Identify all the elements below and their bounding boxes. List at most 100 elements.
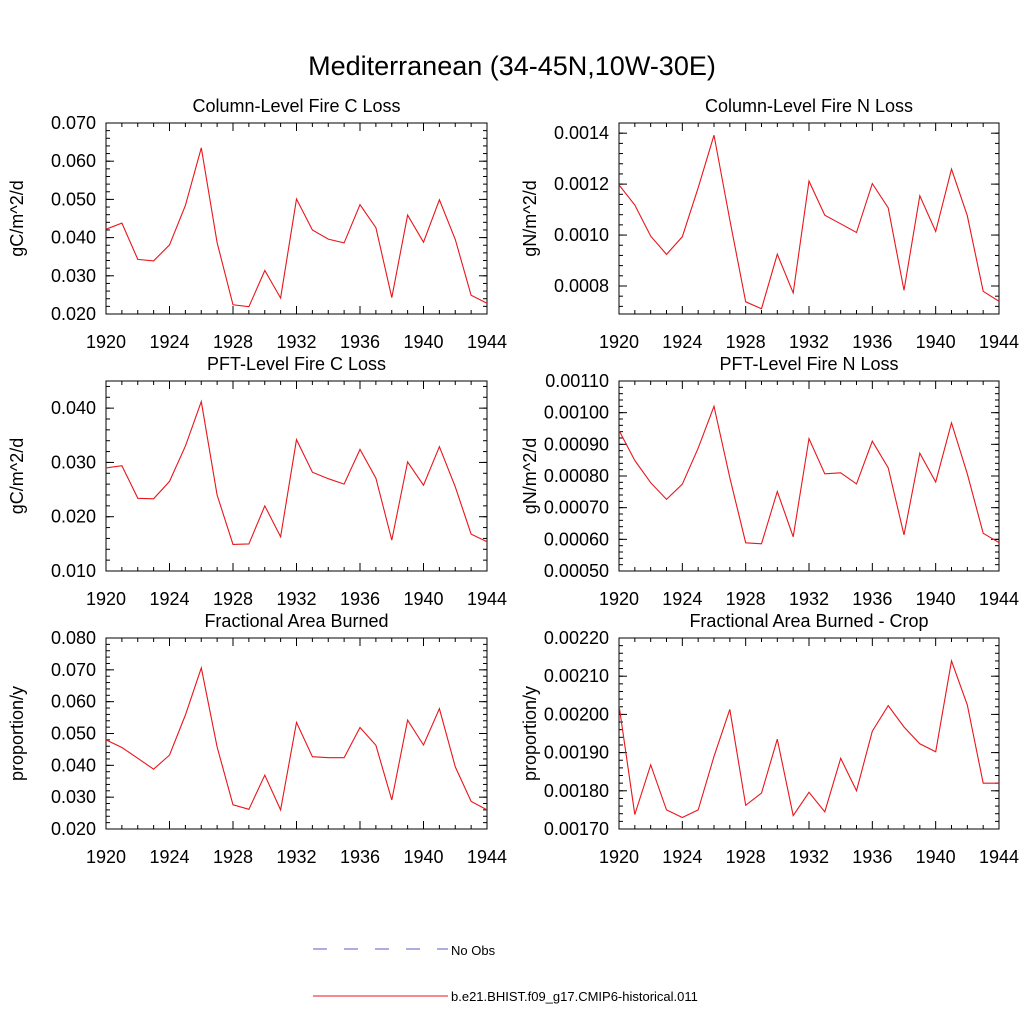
- panel-1: Column-Level Fire C Loss gC/m^2/d 1920 1924…: [7, 96, 507, 352]
- y-tick-label: 0.0010: [554, 225, 609, 245]
- series-line-1: [106, 665, 487, 812]
- y-tick-label: 0.00060: [544, 529, 609, 549]
- y-tick-label: 0.00090: [544, 434, 609, 454]
- x-tick-label: 1944: [979, 332, 1019, 352]
- x-tick-label: 1944: [467, 847, 507, 867]
- panel-title: Column-Level Fire C Loss: [192, 96, 400, 116]
- x-tick-label: 1940: [916, 847, 956, 867]
- y-tick-label: 0.080: [51, 628, 96, 648]
- x-tick-label: 1920: [599, 332, 639, 352]
- panel-title: PFT-Level Fire N Loss: [719, 354, 898, 374]
- panels: Column-Level Fire C Loss gC/m^2/d 1920 1924…: [7, 96, 1019, 867]
- plot-frame: [105, 122, 488, 315]
- panel-title: Column-Level Fire N Loss: [705, 96, 913, 116]
- plot-frame: [618, 122, 1000, 315]
- y-tick-label: 0.00210: [544, 666, 609, 686]
- series-line-1: [619, 135, 999, 310]
- y-tick-label: 0.0014: [554, 123, 609, 143]
- y-tick-label: 0.060: [51, 692, 96, 712]
- x-tick-label: 1932: [276, 332, 316, 352]
- y-tick-label: 0.050: [51, 189, 96, 209]
- plot-frame: [105, 380, 488, 572]
- y-tick-label: 0.030: [51, 787, 96, 807]
- x-tick-label: 1924: [149, 847, 189, 867]
- y-tick-label: 0.00190: [544, 743, 609, 763]
- y-tick-label: 0.00170: [544, 819, 609, 839]
- legend: No Obs b.e21.BHIST.f09_g17.CMIP6-historic…: [313, 943, 698, 1004]
- series-line-1: [619, 658, 999, 819]
- panel-4: PFT-Level Fire N Loss gN/m^2/d 1920 1924 192…: [520, 354, 1019, 609]
- y-tick-label: 0.040: [51, 755, 96, 775]
- x-tick-label: 1944: [467, 589, 507, 609]
- x-tick-label: 1924: [662, 332, 702, 352]
- x-tick-label: 1932: [276, 589, 316, 609]
- x-tick-label: 1928: [213, 332, 253, 352]
- x-tick-label: 1920: [599, 589, 639, 609]
- y-tick-label: 0.00070: [544, 498, 609, 518]
- series-line-1: [106, 399, 487, 545]
- x-tick-label: 1932: [276, 847, 316, 867]
- x-tick-label: 1920: [86, 332, 126, 352]
- y-tick-label: 0.0012: [554, 174, 609, 194]
- x-tick-label: 1936: [852, 589, 892, 609]
- x-tick-label: 1924: [662, 847, 702, 867]
- figure-title: Mediterranean (34-45N,10W-30E): [308, 51, 716, 81]
- x-tick-label: 1940: [403, 332, 443, 352]
- y-tick-label: 0.020: [51, 507, 96, 527]
- x-tick-label: 1936: [852, 332, 892, 352]
- x-tick-label: 1940: [403, 847, 443, 867]
- panel-5: Fractional Area Burned proportion/y 1920 19…: [7, 611, 507, 867]
- y-tick-label: 0.010: [51, 561, 96, 581]
- x-tick-label: 1936: [340, 332, 380, 352]
- panel-title: Fractional Area Burned - Crop: [689, 611, 928, 631]
- x-tick-label: 1924: [149, 332, 189, 352]
- x-tick-label: 1940: [916, 332, 956, 352]
- x-tick-label: 1928: [726, 847, 766, 867]
- panel-6: Fractional Area Burned - Crop proportion/…: [520, 611, 1019, 867]
- y-tick-label: 0.00220: [544, 628, 609, 648]
- y-axis-label: gC/m^2/d: [7, 438, 27, 514]
- y-tick-label: 0.070: [51, 113, 96, 133]
- x-tick-label: 1944: [979, 589, 1019, 609]
- y-tick-label: 0.020: [51, 304, 96, 324]
- panel-title: PFT-Level Fire C Loss: [207, 354, 386, 374]
- legend-label-model: b.e21.BHIST.f09_g17.CMIP6-historical.011: [451, 989, 698, 1004]
- plot-frame: [105, 637, 488, 830]
- x-tick-label: 1936: [852, 847, 892, 867]
- legend-label-no-obs: No Obs: [451, 943, 496, 958]
- y-tick-label: 0.060: [51, 151, 96, 171]
- x-tick-label: 1920: [86, 589, 126, 609]
- y-tick-label: 0.050: [51, 724, 96, 744]
- y-tick-label: 0.00180: [544, 781, 609, 801]
- panel-2: Column-Level Fire N Loss gN/m^2/d 1920 1924…: [520, 96, 1019, 352]
- y-axis-label: gN/m^2/d: [520, 438, 540, 514]
- x-tick-label: 1928: [213, 847, 253, 867]
- x-tick-label: 1940: [403, 589, 443, 609]
- y-tick-label: 0.00080: [544, 466, 609, 486]
- y-tick-label: 0.00200: [544, 704, 609, 724]
- x-tick-label: 1940: [916, 589, 956, 609]
- y-tick-label: 0.030: [51, 452, 96, 472]
- x-tick-label: 1928: [213, 589, 253, 609]
- series-line-1: [619, 404, 999, 545]
- x-tick-label: 1932: [789, 332, 829, 352]
- y-tick-label: 0.040: [51, 398, 96, 418]
- plot-frame: [618, 637, 1000, 830]
- x-tick-label: 1920: [86, 847, 126, 867]
- y-tick-label: 0.00110: [545, 371, 609, 391]
- y-axis-label: proportion/y: [520, 686, 540, 781]
- x-tick-label: 1932: [789, 847, 829, 867]
- y-tick-label: 0.00100: [544, 403, 609, 423]
- x-tick-label: 1936: [340, 847, 380, 867]
- y-tick-label: 0.00050: [544, 561, 609, 581]
- x-tick-label: 1944: [979, 847, 1019, 867]
- panel-3: PFT-Level Fire C Loss gC/m^2/d 1920 1924 192…: [7, 354, 507, 609]
- series-line-1: [106, 147, 487, 308]
- y-axis-label: gN/m^2/d: [520, 180, 540, 256]
- x-tick-label: 1924: [662, 589, 702, 609]
- x-tick-label: 1928: [726, 589, 766, 609]
- y-tick-label: 0.030: [51, 266, 96, 286]
- x-tick-label: 1936: [340, 589, 380, 609]
